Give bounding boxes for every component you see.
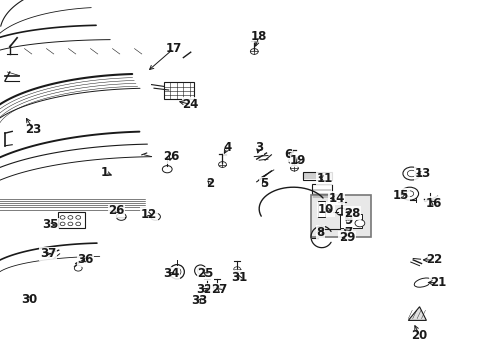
Text: 28: 28 bbox=[343, 207, 360, 220]
Circle shape bbox=[150, 213, 160, 220]
Text: 13: 13 bbox=[414, 167, 430, 180]
Text: 5: 5 bbox=[260, 177, 267, 190]
Text: 16: 16 bbox=[425, 197, 442, 210]
Bar bbox=[58, 212, 84, 228]
Text: 30: 30 bbox=[21, 293, 38, 306]
Text: 27: 27 bbox=[210, 283, 227, 296]
Text: 36: 36 bbox=[77, 253, 94, 266]
Circle shape bbox=[233, 267, 240, 272]
Circle shape bbox=[76, 222, 81, 226]
Text: 24: 24 bbox=[182, 98, 199, 111]
Text: 33: 33 bbox=[191, 294, 207, 307]
Circle shape bbox=[218, 162, 226, 167]
Text: 12: 12 bbox=[141, 208, 157, 221]
Circle shape bbox=[354, 220, 364, 227]
Bar bbox=[163, 82, 194, 99]
Text: 11: 11 bbox=[316, 172, 333, 185]
Text: 8: 8 bbox=[316, 226, 324, 239]
Text: 20: 20 bbox=[410, 329, 427, 342]
Text: 34: 34 bbox=[163, 267, 179, 280]
Text: 19: 19 bbox=[289, 154, 306, 167]
Ellipse shape bbox=[413, 278, 431, 287]
Circle shape bbox=[68, 222, 73, 226]
Bar bbox=[317, 201, 324, 217]
Text: 29: 29 bbox=[338, 231, 355, 244]
Ellipse shape bbox=[197, 267, 203, 274]
Circle shape bbox=[250, 49, 258, 54]
Text: 2: 2 bbox=[206, 177, 214, 190]
Text: 25: 25 bbox=[197, 267, 213, 280]
Text: 31: 31 bbox=[231, 271, 247, 284]
Circle shape bbox=[68, 216, 73, 219]
Bar bbox=[303, 172, 331, 180]
Ellipse shape bbox=[173, 268, 181, 276]
Text: 37: 37 bbox=[40, 247, 56, 260]
Circle shape bbox=[288, 158, 296, 164]
Circle shape bbox=[405, 191, 413, 197]
Text: 3: 3 bbox=[255, 141, 263, 154]
Circle shape bbox=[336, 208, 346, 215]
Circle shape bbox=[402, 167, 420, 180]
Text: 32: 32 bbox=[196, 283, 212, 296]
Circle shape bbox=[407, 170, 415, 177]
Text: 6: 6 bbox=[284, 148, 292, 161]
Circle shape bbox=[116, 213, 126, 220]
Text: 26: 26 bbox=[108, 204, 124, 217]
Circle shape bbox=[400, 187, 418, 200]
Text: 10: 10 bbox=[317, 203, 334, 216]
Circle shape bbox=[162, 166, 172, 173]
FancyBboxPatch shape bbox=[339, 214, 362, 228]
Circle shape bbox=[60, 222, 65, 226]
Text: 26: 26 bbox=[163, 150, 179, 163]
Ellipse shape bbox=[169, 265, 184, 279]
Text: 15: 15 bbox=[392, 189, 408, 202]
Text: 21: 21 bbox=[429, 276, 446, 289]
Circle shape bbox=[60, 216, 65, 219]
Text: 17: 17 bbox=[165, 42, 182, 55]
Ellipse shape bbox=[194, 265, 206, 276]
Text: 7: 7 bbox=[344, 226, 351, 239]
Text: 14: 14 bbox=[327, 192, 344, 204]
Circle shape bbox=[213, 285, 220, 290]
Text: 4: 4 bbox=[223, 141, 231, 154]
Polygon shape bbox=[407, 307, 426, 320]
Text: 23: 23 bbox=[25, 123, 41, 136]
Text: 1: 1 bbox=[101, 166, 109, 179]
Circle shape bbox=[74, 265, 82, 271]
Circle shape bbox=[203, 285, 210, 291]
Circle shape bbox=[290, 165, 298, 171]
Text: 9: 9 bbox=[344, 214, 351, 227]
Text: 22: 22 bbox=[425, 253, 442, 266]
Text: 35: 35 bbox=[41, 219, 58, 231]
Text: 18: 18 bbox=[250, 30, 267, 42]
Circle shape bbox=[198, 296, 204, 301]
FancyBboxPatch shape bbox=[310, 195, 370, 237]
Circle shape bbox=[76, 216, 81, 219]
Bar bbox=[311, 184, 331, 199]
